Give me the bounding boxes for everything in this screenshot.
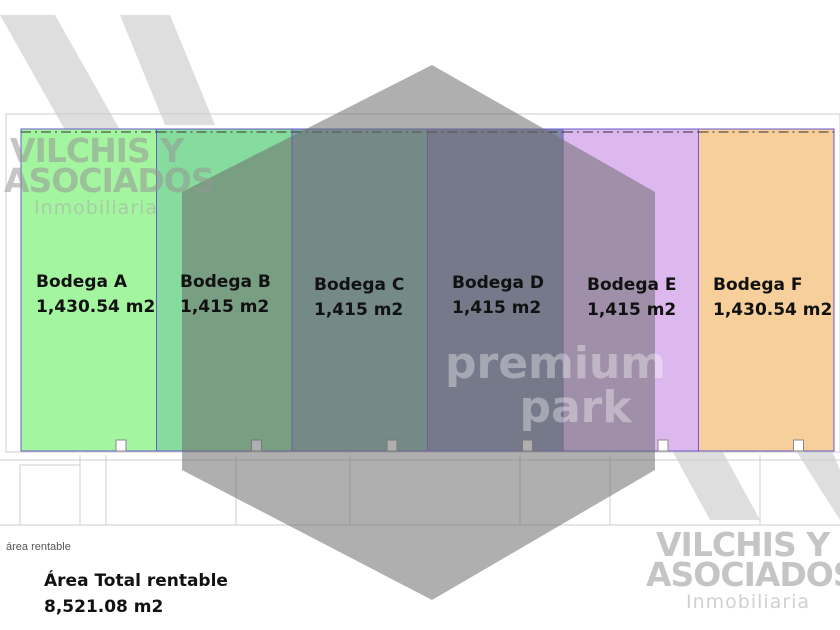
door-icon: [657, 439, 669, 452]
total-area: Área Total rentable 8,521.08 m2: [44, 568, 228, 620]
bodega-area: 1,430.54 m2: [713, 300, 833, 320]
watermark-line1: VILCHIS Y: [656, 525, 830, 564]
watermark-bottom: VILCHIS Y ASOCIADOS Inmobiliaria: [646, 525, 840, 614]
bodega-label-a: Bodega A 1,430.54 m2: [36, 270, 155, 320]
watermark-top: VILCHIS Y ASOCIADOS Inmobiliaria: [4, 131, 215, 220]
bodega-label-d: Bodega D 1,415 m2: [452, 271, 544, 321]
bodega-label-e: Bodega E 1,415 m2: [587, 273, 677, 323]
total-label: Área Total rentable: [44, 571, 228, 591]
bodega-name: Bodega B: [180, 272, 271, 292]
hexagon-logo: [182, 65, 655, 600]
door-icon: [793, 439, 804, 452]
watermark-line2: ASOCIADOS: [646, 555, 840, 594]
bodega-name: Bodega A: [36, 272, 128, 292]
total-value: 8,521.08 m2: [44, 597, 164, 617]
bodega-name: Bodega F: [713, 275, 803, 295]
bodega-area: 1,415 m2: [587, 300, 677, 320]
watermark-line2: ASOCIADOS: [4, 161, 215, 200]
plan-caption: área rentable: [6, 541, 71, 553]
door-icon: [115, 439, 127, 452]
bodega-label-f: Bodega F 1,430.54 m2: [713, 273, 832, 323]
logo-line1: premium: [445, 338, 667, 389]
watermark-line3: Inmobiliaria: [34, 197, 159, 219]
bodega-area: 1,415 m2: [180, 297, 270, 317]
watermark-line3: Inmobiliaria: [686, 591, 811, 613]
bodega-area: 1,415 m2: [314, 300, 404, 320]
bodega-area: 1,430.54 m2: [36, 297, 156, 317]
bodega-name: Bodega E: [587, 275, 677, 295]
logo-line2: park: [519, 382, 632, 433]
premium-park-logo: premium park: [445, 342, 666, 430]
bodega-area: 1,415 m2: [452, 298, 542, 318]
bodega-area-a: [20, 128, 157, 452]
bodega-name: Bodega D: [452, 273, 545, 293]
bodega-label-c: Bodega C 1,415 m2: [314, 273, 404, 323]
logo-mark-top: [0, 15, 215, 130]
bodega-name: Bodega C: [314, 275, 405, 295]
bodega-label-b: Bodega B 1,415 m2: [180, 270, 271, 320]
watermark-line1: VILCHIS Y: [10, 131, 184, 170]
bodega-area-f: [698, 128, 835, 452]
